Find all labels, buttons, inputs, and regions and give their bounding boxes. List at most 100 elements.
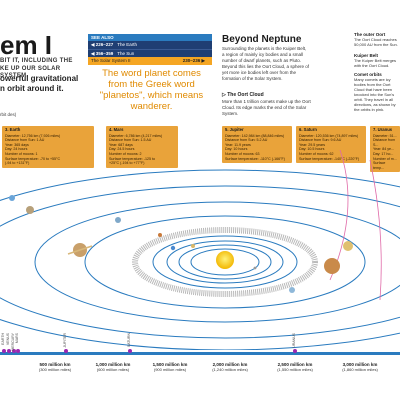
see-also-link-earth[interactable]: ◀ 226–227 The Earth	[88, 41, 212, 49]
fact-line: (-94 to +131°F)	[5, 161, 30, 166]
scale-tick-km: 2,000 million km	[212, 362, 248, 367]
fact-line: Day: 10.5 hours	[299, 147, 325, 152]
fact-line: Year: 29.5 years	[299, 142, 326, 147]
scale-tick-km: 2,500 million km	[277, 362, 313, 367]
scale-planet-name: JUPITER	[63, 333, 67, 348]
fact-line: Surface temperature: -110°C (-166°F)	[225, 156, 285, 161]
page-title: em I	[0, 30, 53, 60]
fact-title: 6. Saturn	[299, 127, 317, 132]
kuiper-belt-label: Kuiper Belt The Kuiper Belt merges with …	[354, 53, 400, 68]
fact-line: Diameter: 142,984 km (88,846 miles)	[225, 133, 285, 138]
fact-line: Year: 365 days	[5, 142, 29, 147]
see-also-label: The Solar System II	[91, 58, 131, 63]
scale-planet-name: MARS	[15, 333, 19, 344]
outer-oort-label: The outer Oort The Oort Cloud reaches 50…	[354, 32, 400, 47]
beyond-neptune-title: Beyond Neptune	[222, 34, 302, 45]
see-also-ref: 230–236 ▶	[182, 58, 205, 63]
fact-line: Day: 24 hours	[5, 147, 28, 152]
orbit-mars	[152, 235, 298, 289]
distance-scale-bar	[0, 352, 400, 355]
oort-cloud-title: ▷ The Oort Cloud	[222, 92, 264, 98]
fact-title: 5. Jupiter	[225, 127, 244, 132]
outer-oort-title: The outer Oort	[354, 32, 386, 37]
orbit-venus	[178, 244, 272, 280]
scale-tick-km: 500 million km	[39, 362, 71, 367]
scale-planet-name: SATURN	[127, 333, 131, 348]
planet-saturn	[343, 241, 353, 251]
page-subtitle: BIT IT, INCLUDING THE KE UP OUR SOLAR SY…	[0, 58, 73, 79]
fact-line: Distance from Sun: 5.2 AU	[225, 138, 268, 143]
planet-jupiter	[324, 258, 340, 274]
kuiper-belt-text: The Kuiper Belt merges with the Oort Clo…	[354, 58, 397, 68]
orbit-saturn	[34, 201, 400, 323]
see-also-ref: ◀ 356–359	[91, 51, 114, 56]
fact-line: Number of moons: 2	[109, 151, 142, 156]
comet-orbits-text: Many comets are icy bodies from the Oort…	[354, 77, 396, 112]
fact-title: 3. Earth	[5, 127, 21, 132]
orbit-jupiter	[84, 215, 366, 309]
see-also-label: The Sun	[117, 51, 135, 56]
scale-marker	[16, 349, 20, 353]
scale-planet-name: VENUS	[6, 333, 10, 346]
fact-line: Diameter: 12,756 km (7,926 miles)	[5, 133, 61, 138]
scale-marker	[12, 349, 16, 353]
scale-tick-km: 3,000 million km	[342, 362, 378, 367]
fact-line: Surface temperature: -70 to +55°C	[5, 156, 61, 161]
planet-mercury	[253, 266, 257, 270]
fact-line: Year: 11.9 years	[225, 142, 251, 147]
orbit-earth	[166, 240, 284, 284]
beyond-neptune-text: Surrounding the planets is the Kuiper Be…	[222, 46, 310, 81]
scale-tick-label: 2,500 million km (1,550 million miles)	[270, 362, 320, 372]
fact-line: Distance from S...	[373, 138, 396, 147]
fact-line: Diameter: 120,536 km (74,897 miles)	[299, 133, 359, 138]
kuiper-belt-title: Kuiper Belt	[354, 53, 379, 58]
fact-line: Day: 17 ho...	[373, 151, 394, 156]
scale-tick-miles: (1,550 million miles)	[277, 367, 313, 372]
fact-line: Number of moons: 62	[299, 151, 334, 156]
scale-marker	[64, 349, 68, 353]
scale-planet-name: EARTH	[1, 333, 5, 345]
fact-line: Surface temp...	[373, 161, 386, 170]
fact-line: Distance from Sun: 1.5 AU	[109, 138, 152, 143]
quote-text: The word planet comes from the Greek wor…	[99, 68, 204, 112]
fact-line: Number of moons: 63	[225, 151, 260, 156]
fact-line: Year: 84 ye...	[373, 147, 395, 152]
orbit-outer-1	[0, 169, 400, 350]
intro-text: owerful gravitational n orbit around it.	[0, 74, 79, 93]
fact-box-mars: 4. Mars Diameter: 6,786 km (4,217 miles)…	[106, 126, 178, 168]
fact-box-earth: 3. Earth Diameter: 12,756 km (7,926 mile…	[2, 126, 94, 168]
fact-line: Surface temperature: -140°C (-220°F)	[299, 156, 360, 161]
see-also-link-solar-system-ii[interactable]: The Solar System II 230–236 ▶	[88, 57, 212, 65]
see-also-ref: ◀ 226–227	[91, 42, 114, 47]
saturn-ring-left	[67, 245, 93, 255]
see-also-label: The Earth	[117, 42, 137, 47]
fact-line: Number of m...	[373, 156, 397, 161]
scale-tick-miles: (1,860 million miles)	[342, 367, 378, 372]
see-also-header: SEE ALSO	[88, 34, 212, 41]
planet-mars	[158, 233, 162, 237]
scale-tick-miles: (1,240 million miles)	[212, 367, 248, 372]
scale-tick-label: 3,000 million km (1,860 million miles)	[335, 362, 385, 372]
orbit-mercury	[190, 248, 260, 276]
scale-tick-km: 1,500 million km	[152, 362, 188, 367]
see-also-box: SEE ALSO ◀ 226–227 The Earth ◀ 356–359 T…	[88, 34, 212, 65]
fact-title: 7. Uranus	[373, 127, 393, 132]
fact-box-jupiter: 5. Jupiter Diameter: 142,984 km (88,846 …	[222, 126, 292, 164]
scale-tick-miles: (300 million miles)	[38, 367, 72, 372]
scale-tick-miles: (600 million miles)	[96, 367, 130, 372]
fact-line: Diameter: 6,786 km (4,217 miles)	[109, 133, 163, 138]
scale-marker	[128, 349, 132, 353]
scale-marker	[2, 349, 6, 353]
asteroid-belt	[132, 227, 318, 297]
scale-tick-label: 1,500 million km (900 million miles)	[145, 362, 195, 372]
scale-planet-name: URANUS	[292, 333, 296, 348]
planet-left-edge	[9, 195, 15, 201]
fact-line: Distance from Sun: 1 AU	[5, 138, 45, 143]
see-also-link-sun[interactable]: ◀ 356–359 The Sun	[88, 49, 212, 57]
intro-small-text: rbit des)	[0, 112, 17, 117]
planet-uranus	[289, 287, 295, 293]
fact-line: +25°C (-194 to +77°F)	[109, 161, 145, 166]
fact-box-uranus: 7. Uranus Diameter: 51... Distance from …	[370, 126, 400, 173]
scale-marker	[7, 349, 11, 353]
planet-earth	[170, 245, 176, 251]
